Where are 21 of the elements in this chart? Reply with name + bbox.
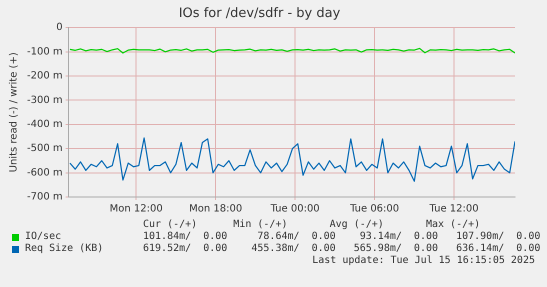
y-tick-label: 0	[56, 22, 63, 34]
y-tick-label: -100 m	[26, 46, 63, 58]
y-tick-label: -600 m	[26, 167, 63, 178]
y-tick-label: -200 m	[26, 70, 63, 82]
y-tick-label: -400 m	[26, 118, 63, 130]
x-tick-label: Tue 06:00	[349, 204, 400, 215]
y-axis-title: Units read (-) / write (+)	[8, 52, 20, 172]
legend-label: IO/sec	[25, 231, 62, 243]
legend-label: Req Size (KB)	[25, 243, 104, 255]
text: Last update: Tue Jul 15 16:15:05 2025	[311, 255, 535, 267]
text: 619.52m/ 0.00 455.38m/ 0.00 565.98m/ 0.00 636.14m/ 0.00	[143, 243, 540, 255]
x-tick-label: Tue 00:00	[270, 204, 320, 215]
x-tick-label: Tue 12:00	[428, 204, 479, 215]
text: 101.84m/ 0.00 78.64m/ 0.00 93.14m/ 0.00 107.90m/ 0.00	[143, 231, 540, 243]
x-tick-label: Mon 18:00	[189, 204, 242, 215]
text: Cur (-/+) Min (-/+) Avg (-/+) Max (-/+)	[143, 219, 482, 231]
x-tick-label: Mon 12:00	[110, 204, 163, 215]
y-tick-label: -300 m	[26, 94, 63, 106]
y-tick-label: -500 m	[26, 143, 63, 154]
chart-title: IOs for /dev/sdfr - by day	[178, 6, 341, 22]
y-tick-label: -700 m	[26, 192, 63, 203]
